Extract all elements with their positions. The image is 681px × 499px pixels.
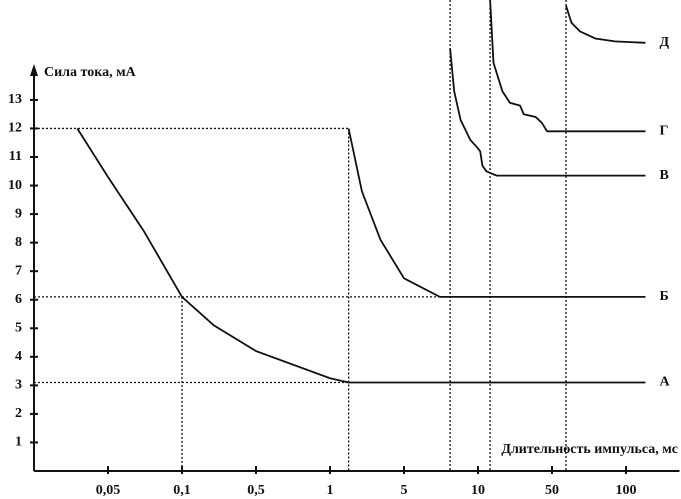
y-tick-label: 12 [8, 121, 22, 136]
y-tick-label: 11 [9, 149, 22, 164]
y-axis-arrow [30, 64, 38, 76]
curve [565, 5, 646, 44]
curve [76, 128, 646, 384]
y-tick-label: 13 [8, 92, 22, 107]
y-tick-label: 6 [15, 292, 22, 307]
y-tick-label: 7 [15, 263, 22, 278]
y-axis-label: Сила тока, мА [44, 65, 137, 80]
x-tick-label: 0,5 [247, 483, 265, 498]
series-label: Д [659, 35, 669, 50]
curve [347, 128, 646, 298]
curve [489, 0, 646, 133]
x-axis-label: Длительность импульса, мс [501, 442, 678, 457]
y-tick-label: 8 [15, 235, 22, 250]
x-tick-label: 1 [327, 483, 334, 498]
x-tick-label: 5 [401, 483, 408, 498]
curve [449, 48, 646, 177]
y-tick-label: 2 [15, 406, 22, 421]
x-tick-label: 0,1 [173, 483, 191, 498]
x-tick-label: 10 [471, 483, 485, 498]
x-tick-label: 0,05 [96, 483, 121, 498]
series-label: А [659, 375, 670, 390]
series-label: Г [659, 124, 668, 139]
y-tick-label: 3 [15, 378, 22, 393]
y-tick-label: 9 [15, 206, 22, 221]
y-tick-label: 10 [8, 178, 22, 193]
y-tick-label: 4 [15, 349, 22, 364]
x-tick-label: 50 [545, 483, 559, 498]
y-tick-label: 1 [15, 435, 22, 450]
x-tick-label: 100 [616, 483, 637, 498]
series-label: В [659, 168, 668, 183]
y-tick-label: 5 [15, 320, 22, 335]
series-label: Б [659, 289, 668, 304]
